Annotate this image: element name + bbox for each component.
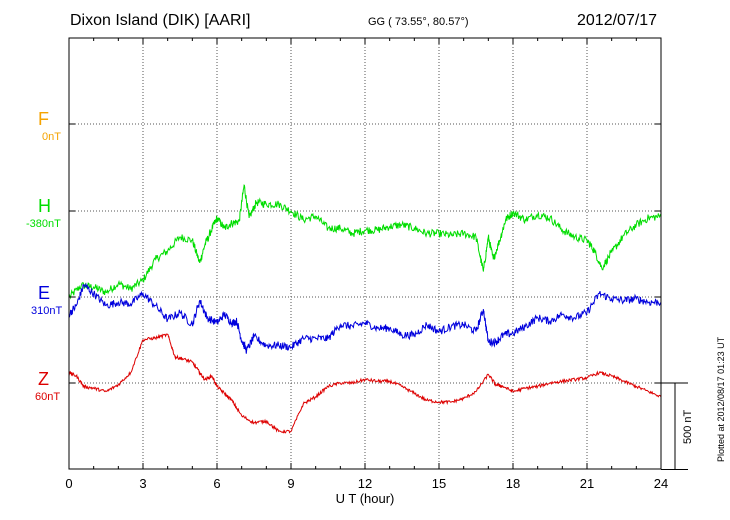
x-tick-label: 3: [139, 476, 146, 491]
x-tick-label: 15: [432, 476, 446, 491]
component-h-letter: H: [38, 196, 51, 216]
component-h-baseline: -380nT: [26, 218, 61, 230]
x-tick-label: 24: [654, 476, 668, 491]
x-axis: 0 3 6 9 12 15 18 21 24 U T (hour): [65, 38, 668, 506]
component-z-letter: Z: [38, 369, 49, 389]
scale-bar-label: 500 nT: [682, 409, 694, 444]
station-title: Dixon Island (DIK) [AARI]: [70, 12, 251, 29]
station-coords: GG ( 73.55°, 80.57°): [368, 16, 469, 28]
series-lines: [68, 184, 662, 434]
x-tick-label: 21: [580, 476, 594, 491]
x-tick-label: 0: [65, 476, 72, 491]
x-tick-label: 18: [506, 476, 520, 491]
x-tick-label: 6: [213, 476, 220, 491]
chart-date: 2012/07/17: [577, 12, 658, 29]
component-e-baseline: 310nT: [31, 305, 63, 317]
series-line-h: [68, 184, 662, 300]
component-e-letter: E: [38, 283, 51, 303]
component-z-baseline: 60nT: [35, 391, 61, 403]
plotted-timestamp: Plotted at 2012/08/17 01:23 UT: [716, 336, 726, 462]
series-line-e: [68, 282, 662, 354]
x-tick-label: 9: [287, 476, 294, 491]
series-line-z: [68, 333, 662, 434]
component-f-baseline: 0nT: [42, 131, 61, 143]
x-axis-label: U T (hour): [336, 491, 395, 506]
grid: [69, 38, 661, 469]
x-tick-label: 12: [358, 476, 372, 491]
scale-bar: [661, 382, 688, 470]
component-f-letter: F: [38, 109, 49, 129]
